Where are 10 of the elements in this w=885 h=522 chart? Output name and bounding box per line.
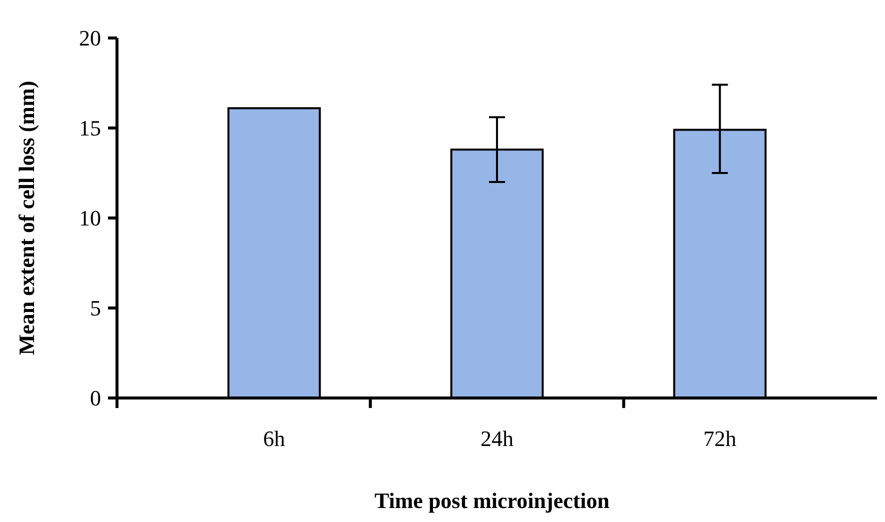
x-tick-label: 72h bbox=[703, 426, 736, 451]
x-tick-label: 24h bbox=[480, 426, 514, 451]
y-tick-label: 20 bbox=[79, 26, 101, 51]
y-tick-label: 10 bbox=[79, 206, 101, 231]
y-tick-label: 15 bbox=[79, 116, 101, 141]
x-axis-title: Time post microinjection bbox=[374, 488, 610, 513]
y-tick-label: 5 bbox=[90, 296, 101, 321]
x-tick-label: 6h bbox=[263, 426, 286, 451]
y-tick-label: 0 bbox=[90, 386, 101, 411]
y-axis-title: Mean extent of cell loss (mm) bbox=[14, 80, 39, 356]
